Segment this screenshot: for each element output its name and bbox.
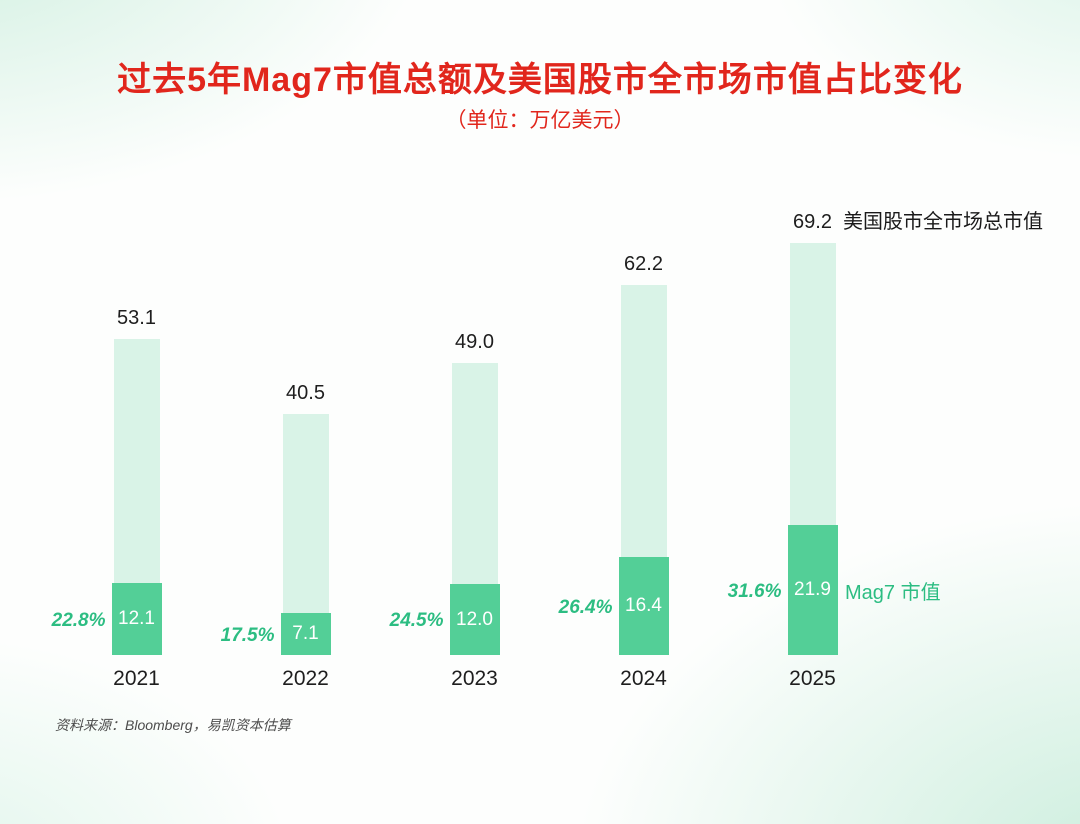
bar-group-2023: 49.0 12.0 24.5% 2023 xyxy=(389,235,559,690)
year-label: 2025 xyxy=(789,667,836,690)
mag7-marketcap-bar: 21.9 xyxy=(787,525,838,655)
mag7-percent-label: 22.8% xyxy=(51,610,106,631)
mag7-percent-label: 31.6% xyxy=(727,581,782,602)
total-value-label: 40.5 xyxy=(286,382,325,404)
mag7-marketcap-bar: 16.4 xyxy=(618,557,669,655)
data-source-note: 资料来源：Bloomberg，易凯资本估算 xyxy=(55,717,291,733)
mag7-value-label: 12.1 xyxy=(118,608,155,629)
mag7-marketcap-bar: 12.1 xyxy=(111,583,162,655)
year-label: 2024 xyxy=(620,667,667,690)
mag7-value-label: 7.1 xyxy=(292,623,319,644)
chart-subtitle-unit: （单位：万亿美元） xyxy=(445,109,635,132)
year-label: 2022 xyxy=(282,667,329,690)
bar-group-2024: 62.2 16.4 26.4% 2024 xyxy=(558,235,728,690)
total-value-label: 69.2 xyxy=(793,211,832,233)
total-marketcap-series-label: 美国股市全市场总市值 xyxy=(843,211,1043,233)
mag7-percent-label: 17.5% xyxy=(220,625,275,646)
year-label: 2023 xyxy=(451,667,498,690)
bar-groups: 53.1 12.1 22.8% 2021 40.5 7.1 17.5% 2022 49.0 12.… xyxy=(51,211,897,690)
total-value-label: 49.0 xyxy=(455,331,494,353)
chart-title: 过去5年Mag7市值总额及美国股市全市场市值占比变化 xyxy=(117,61,963,99)
mag7-percent-label: 26.4% xyxy=(558,597,613,618)
mag7-marketcap-bar: 7.1 xyxy=(280,613,331,655)
mag7-value-label: 12.0 xyxy=(456,608,493,630)
bar-group-2021: 53.1 12.1 22.8% 2021 xyxy=(51,235,221,690)
mag7-value-label: 21.9 xyxy=(794,579,831,600)
mag7-marketcap-bar: 12.0 xyxy=(449,584,500,655)
mag7-value-label: 16.4 xyxy=(625,595,662,616)
year-label: 2021 xyxy=(113,667,160,690)
total-value-label: 62.2 xyxy=(624,253,663,275)
bar-group-2025: 69.2 21.9 31.6% 2025 xyxy=(727,211,897,690)
mag7-percent-label: 24.5% xyxy=(389,610,444,631)
total-value-label: 53.1 xyxy=(117,307,156,329)
bar-group-2022: 40.5 7.1 17.5% 2022 xyxy=(220,235,390,690)
mag7-series-label: Mag7 市值 xyxy=(845,582,941,604)
